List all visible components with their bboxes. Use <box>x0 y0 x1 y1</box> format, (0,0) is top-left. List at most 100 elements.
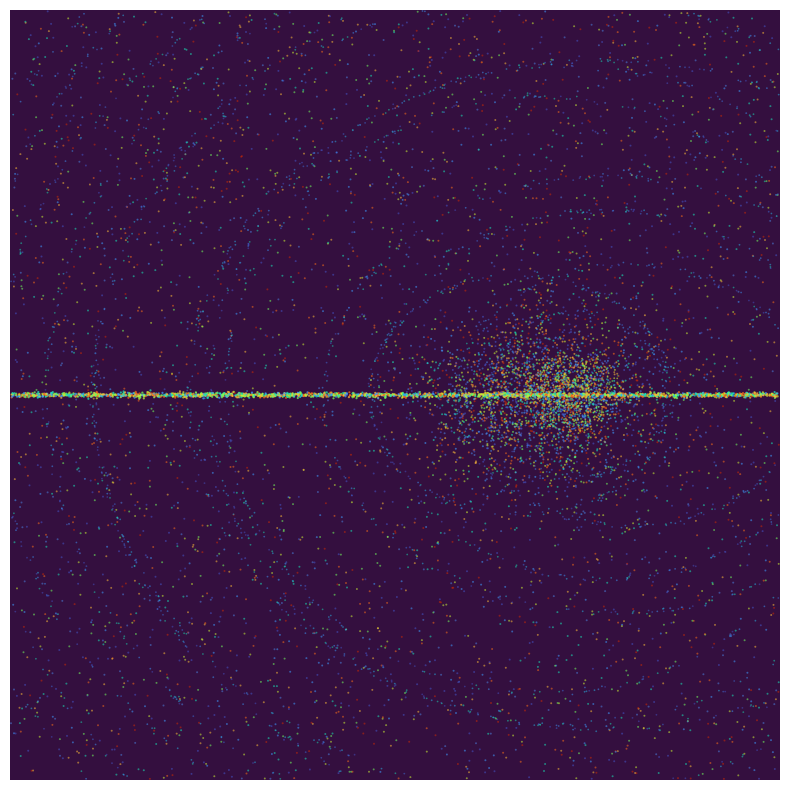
dot <box>187 89 190 91</box>
dot <box>587 119 590 122</box>
dot <box>59 475 62 478</box>
dot <box>705 602 707 605</box>
dot <box>315 95 318 98</box>
dot <box>511 601 514 604</box>
dot <box>662 610 665 613</box>
dot <box>749 51 751 54</box>
dot <box>447 264 450 266</box>
dot <box>288 46 291 49</box>
dot <box>642 488 645 491</box>
dot <box>660 56 663 59</box>
dot <box>538 170 541 173</box>
dot <box>515 564 518 567</box>
dot <box>315 646 318 649</box>
dot <box>408 246 411 249</box>
dot <box>277 578 280 581</box>
dot <box>96 432 99 435</box>
dot <box>412 718 415 721</box>
dot <box>711 108 714 111</box>
dot <box>196 438 199 441</box>
dot <box>701 590 704 592</box>
dot <box>220 418 223 421</box>
dot <box>231 372 233 375</box>
dot <box>754 121 757 124</box>
dot <box>589 255 592 258</box>
dot <box>717 682 720 685</box>
dot <box>714 192 717 195</box>
dot <box>500 139 503 142</box>
dot <box>179 166 182 169</box>
dot <box>123 387 126 390</box>
dot <box>451 319 454 322</box>
dot <box>593 519 596 522</box>
dot <box>330 238 333 241</box>
dot <box>302 43 305 45</box>
dot <box>79 593 82 596</box>
dot <box>22 625 25 628</box>
dot <box>682 121 685 124</box>
dot <box>375 524 377 526</box>
dot <box>418 41 421 44</box>
dot <box>289 77 292 80</box>
dot <box>440 747 443 750</box>
dot <box>366 78 368 81</box>
dot <box>230 585 233 587</box>
dot <box>33 295 36 298</box>
dot <box>425 750 428 753</box>
dot <box>484 759 487 762</box>
dot <box>480 404 483 407</box>
dot <box>750 319 753 322</box>
dot <box>411 166 413 169</box>
dot <box>394 650 397 653</box>
dot <box>339 468 342 470</box>
dot <box>765 62 768 65</box>
dot <box>732 153 735 156</box>
dot <box>500 516 503 518</box>
dot <box>677 419 680 422</box>
dot <box>764 559 767 562</box>
dot <box>603 522 606 524</box>
dot <box>605 297 608 300</box>
dot <box>621 532 624 535</box>
dot <box>610 449 613 452</box>
dot <box>443 496 446 499</box>
dot <box>292 309 295 311</box>
dot <box>491 447 494 450</box>
dot <box>522 514 525 517</box>
dot <box>166 493 169 496</box>
dot <box>217 304 220 307</box>
dot <box>163 719 166 722</box>
dot <box>770 614 773 616</box>
dot <box>429 160 432 163</box>
dot <box>557 311 560 314</box>
dot <box>709 35 712 38</box>
dot <box>758 777 760 780</box>
dot <box>253 569 256 571</box>
dot <box>382 352 385 355</box>
dot <box>273 648 276 651</box>
dot <box>316 474 319 477</box>
dot <box>724 365 727 368</box>
dot <box>671 180 674 183</box>
dot <box>625 61 628 64</box>
dot <box>573 511 576 514</box>
dot <box>567 608 570 610</box>
dot <box>739 617 742 620</box>
dot <box>184 86 187 89</box>
dot <box>732 501 735 504</box>
dot <box>296 645 298 648</box>
dot <box>448 411 450 414</box>
dot <box>528 642 531 644</box>
dot <box>507 693 510 696</box>
dot <box>637 264 639 266</box>
dot <box>458 374 461 376</box>
dot <box>712 353 715 356</box>
dot <box>378 585 381 588</box>
dot <box>611 526 613 528</box>
dot <box>278 348 281 351</box>
dot <box>616 613 619 615</box>
dot <box>572 556 575 559</box>
dot <box>538 661 541 663</box>
dot <box>430 512 433 515</box>
dot <box>348 770 351 773</box>
